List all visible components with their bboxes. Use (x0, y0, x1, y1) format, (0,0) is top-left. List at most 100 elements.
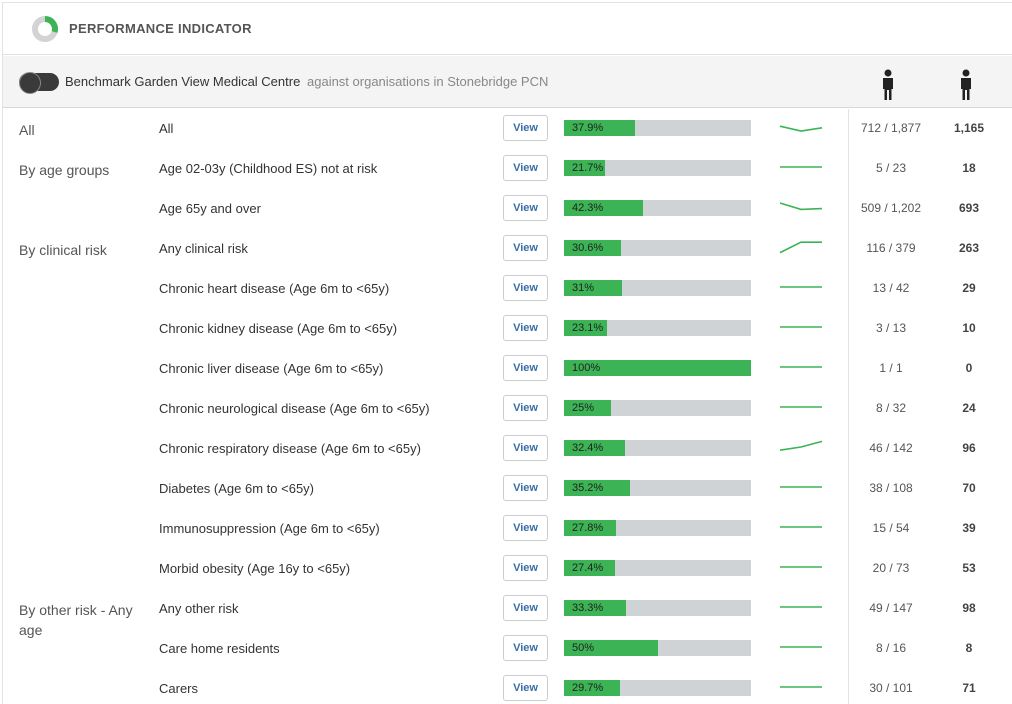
count-value: 1,165 (953, 121, 985, 135)
table-row: Chronic kidney disease (Age 6m to <65y) V… (3, 309, 1012, 349)
trend-sparkline (779, 241, 822, 254)
row-label: Immunosuppression (Age 6m to <65y) (159, 521, 380, 536)
count-value: 39 (962, 521, 976, 535)
progress-bar: 35.2% (564, 480, 751, 496)
person-icon (959, 69, 973, 101)
view-button[interactable]: View (503, 275, 548, 301)
row-label: Chronic liver disease (Age 6m to <65y) (159, 361, 384, 376)
count-value: 8 (965, 641, 973, 655)
view-button[interactable]: View (503, 675, 548, 701)
table-row: Carers View 29.7% 30 / 101 71 (3, 669, 1012, 704)
ratio-value: 30 / 101 (869, 681, 913, 695)
trend-sparkline (780, 646, 822, 648)
row-label: Chronic kidney disease (Age 6m to <65y) (159, 321, 398, 336)
count-value: 24 (962, 401, 976, 415)
progress-bar: 50% (564, 640, 751, 656)
trend-sparkline (779, 202, 823, 211)
row-group-label: By age groups (19, 162, 110, 178)
count-value: 10 (962, 321, 976, 335)
progress-bar-fill (564, 200, 644, 216)
view-button[interactable]: View (503, 355, 548, 381)
ratio-value: 5 / 23 (875, 161, 907, 175)
view-button[interactable]: View (503, 395, 548, 421)
progress-bar-fill (564, 400, 611, 416)
ratio-value: 13 / 42 (872, 281, 910, 295)
ratio-value: 116 / 379 (866, 241, 916, 255)
table-row: By other risk - Any age Any other risk Vie… (3, 589, 1012, 638)
view-button[interactable]: View (503, 155, 548, 181)
row-label: Morbid obesity (Age 16y to <65y) (159, 561, 351, 576)
progress-bar-fill (564, 480, 630, 496)
benchmark-against-label: against organisations in Stonebridge PCN (307, 74, 549, 89)
progress-bar: 27.4% (564, 560, 751, 576)
view-button[interactable]: View (503, 195, 548, 221)
sparkline-path (779, 440, 823, 451)
trend-sparkline (780, 686, 822, 688)
view-button[interactable]: View (503, 435, 548, 461)
row-group-label: By other risk - Any age (19, 602, 133, 638)
person-icon (881, 69, 895, 101)
view-button[interactable]: View (503, 315, 548, 341)
benchmark-toggle[interactable] (19, 72, 59, 94)
table-row: By clinical risk Any clinical risk View 30.… (3, 229, 1012, 269)
progress-bar: 33.3% (564, 600, 751, 616)
count-value: 693 (958, 201, 980, 215)
view-button[interactable]: View (503, 595, 548, 621)
count-value: 96 (962, 441, 976, 455)
view-button[interactable]: View (503, 635, 548, 661)
column-divider (848, 109, 849, 704)
ratio-value: 46 / 142 (869, 441, 913, 455)
benchmark-label: Benchmark Garden View Medical Centre (65, 74, 301, 89)
panel-header: PERFORMANCE INDICATOR (3, 3, 1012, 55)
trend-sparkline (780, 566, 822, 568)
progress-percent: 50% (572, 642, 595, 654)
progress-bar-fill (564, 320, 608, 336)
progress-percent: 100% (572, 362, 601, 374)
progress-bar-fill (564, 680, 620, 696)
row-label: Chronic heart disease (Age 6m to <65y) (159, 281, 390, 296)
ratio-value: 509 / 1,202 (860, 201, 922, 215)
progress-percent: 35.2% (572, 482, 604, 494)
progress-bar-fill (564, 240, 622, 256)
count-value: 18 (962, 161, 976, 175)
table-row: All All View 37.9% 712 / 1,877 1,165 (3, 109, 1012, 149)
view-button[interactable]: View (503, 515, 548, 541)
progress-percent: 33.3% (572, 602, 604, 614)
row-label: Carers (159, 681, 199, 696)
view-button[interactable]: View (503, 115, 548, 141)
progress-bar: 42.3% (564, 200, 751, 216)
progress-bar-fill (564, 120, 635, 136)
progress-bar: 23.1% (564, 320, 751, 336)
progress-bar-fill (564, 360, 751, 376)
progress-bar: 29.7% (564, 680, 751, 696)
table-row: Chronic liver disease (Age 6m to <65y) Vi… (3, 349, 1012, 389)
progress-percent: 23.1% (572, 322, 604, 334)
progress-bar-fill (564, 520, 616, 536)
trend-sparkline (780, 406, 822, 408)
ratio-value: 1 / 1 (879, 361, 903, 375)
sparkline-path (779, 125, 823, 132)
row-group-label: All (19, 122, 35, 138)
progress-bar: 100% (564, 360, 751, 376)
progress-bar: 32.4% (564, 440, 751, 456)
trend-sparkline (780, 526, 822, 528)
ratio-value: 20 / 73 (872, 561, 910, 575)
progress-percent: 29.7% (572, 682, 604, 694)
view-button[interactable]: View (503, 475, 548, 501)
progress-bar-fill (564, 560, 616, 576)
sparkline-path (779, 241, 822, 254)
trend-sparkline (780, 166, 822, 168)
progress-bar-fill (564, 600, 627, 616)
row-group-label: By clinical risk (19, 242, 107, 258)
ratio-value: 3 / 13 (875, 321, 907, 335)
table-row: Age 65y and over View 42.3% 509 / 1,202 693 (3, 189, 1012, 229)
table-row: Morbid obesity (Age 16y to <65y) View 27.4… (3, 549, 1012, 589)
count-value: 71 (962, 681, 976, 695)
view-button[interactable]: View (503, 555, 548, 581)
progress-percent: 25% (572, 402, 595, 414)
view-button[interactable]: View (503, 235, 548, 261)
progress-bar: 31% (564, 280, 751, 296)
row-label: Diabetes (Age 6m to <65y) (159, 481, 314, 496)
progress-percent: 30.6% (572, 242, 604, 254)
count-value: 98 (962, 601, 976, 615)
